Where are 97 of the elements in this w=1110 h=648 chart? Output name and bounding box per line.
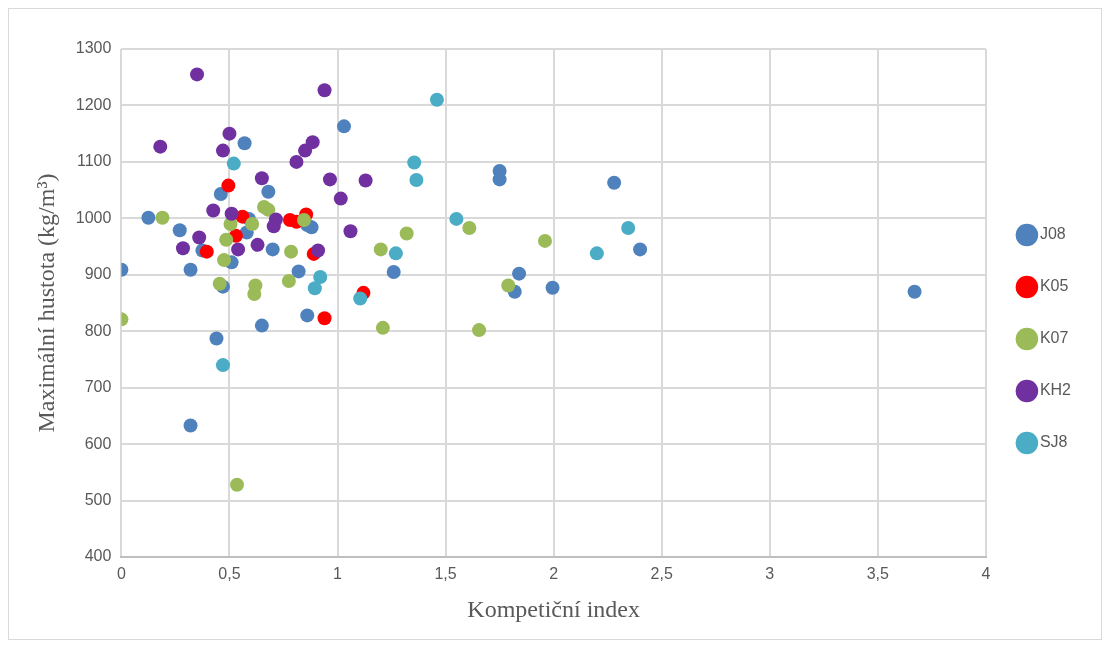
point (199, 244, 214, 259)
point (289, 154, 304, 169)
point (317, 311, 332, 326)
x-tick-label: 3 (765, 565, 775, 583)
point (215, 143, 230, 158)
x-tick-label: 2,5 (650, 565, 673, 583)
point (231, 242, 246, 257)
x-tick-label: 2 (549, 565, 559, 583)
point (254, 318, 269, 333)
y-tick-label: 800 (84, 321, 112, 339)
point (305, 135, 320, 150)
point (399, 226, 414, 241)
point (407, 155, 422, 170)
point (215, 358, 230, 373)
point (300, 308, 315, 323)
point (190, 67, 205, 82)
point (183, 418, 198, 433)
point (633, 242, 648, 257)
point (501, 278, 516, 293)
point (266, 219, 281, 234)
point (291, 264, 306, 279)
point (245, 216, 260, 231)
point (175, 241, 190, 256)
point (358, 173, 373, 188)
point (307, 281, 322, 296)
legend-label: KH2 (1039, 381, 1072, 399)
point (386, 264, 401, 279)
point (261, 202, 276, 217)
y-axis-title: Maximální hustota (kg/m³) (32, 173, 59, 433)
y-tick-label: 1000 (75, 208, 112, 226)
legend-label: SJ8 (1039, 433, 1068, 451)
point (224, 206, 239, 221)
point (337, 119, 351, 134)
point (226, 156, 241, 171)
point (333, 191, 348, 206)
point (206, 203, 221, 218)
x-tick-label: 0 (116, 565, 126, 583)
point (317, 83, 332, 98)
point (449, 211, 464, 226)
legend-label: K05 (1039, 277, 1069, 295)
point (237, 136, 252, 151)
point (353, 291, 368, 306)
point (265, 242, 280, 257)
point (221, 178, 236, 193)
point (462, 220, 477, 235)
x-tick-label: 0,5 (218, 565, 241, 583)
point (230, 477, 245, 492)
point (409, 172, 424, 187)
point (222, 126, 237, 141)
point (907, 284, 922, 299)
x-tick-label: 1 (333, 565, 343, 583)
point (388, 246, 403, 261)
y-tick-label: 500 (84, 490, 112, 508)
point (343, 224, 358, 239)
y-tick-label: 600 (84, 434, 112, 452)
point (254, 171, 269, 186)
point (172, 223, 187, 238)
point (192, 230, 207, 245)
point (545, 280, 560, 295)
point (621, 220, 636, 235)
legend-label: K07 (1039, 329, 1069, 347)
point (322, 172, 337, 187)
point (297, 213, 312, 228)
point (281, 273, 296, 288)
point (261, 184, 276, 199)
point (153, 139, 168, 154)
point (373, 242, 388, 257)
x-axis-title: Kompetiční index (467, 595, 640, 622)
point (472, 323, 487, 338)
point (141, 210, 156, 225)
y-tick-label: 1100 (76, 152, 112, 170)
point (250, 237, 265, 252)
point (589, 246, 604, 261)
x-tick-label: 4 (981, 565, 991, 583)
y-tick-label: 1200 (75, 95, 112, 113)
point (311, 243, 326, 258)
point (209, 331, 224, 346)
point (313, 270, 328, 285)
point (183, 262, 198, 277)
point (219, 232, 234, 247)
y-tick-label: 1300 (75, 39, 112, 57)
point (217, 253, 232, 268)
y-tick-label: 400 (84, 547, 112, 565)
point (512, 266, 527, 281)
point (213, 187, 228, 202)
point (155, 210, 170, 225)
y-tick-label: 900 (84, 265, 112, 283)
point (537, 233, 552, 248)
point (607, 175, 622, 190)
x-tick-label: 1,5 (434, 565, 457, 583)
point (298, 143, 313, 158)
point (375, 320, 390, 335)
legend-label: J08 (1039, 225, 1066, 243)
point (284, 244, 299, 259)
x-tick-label: 3,5 (866, 565, 890, 583)
y-tick-label: 700 (84, 378, 112, 396)
point (429, 92, 444, 107)
